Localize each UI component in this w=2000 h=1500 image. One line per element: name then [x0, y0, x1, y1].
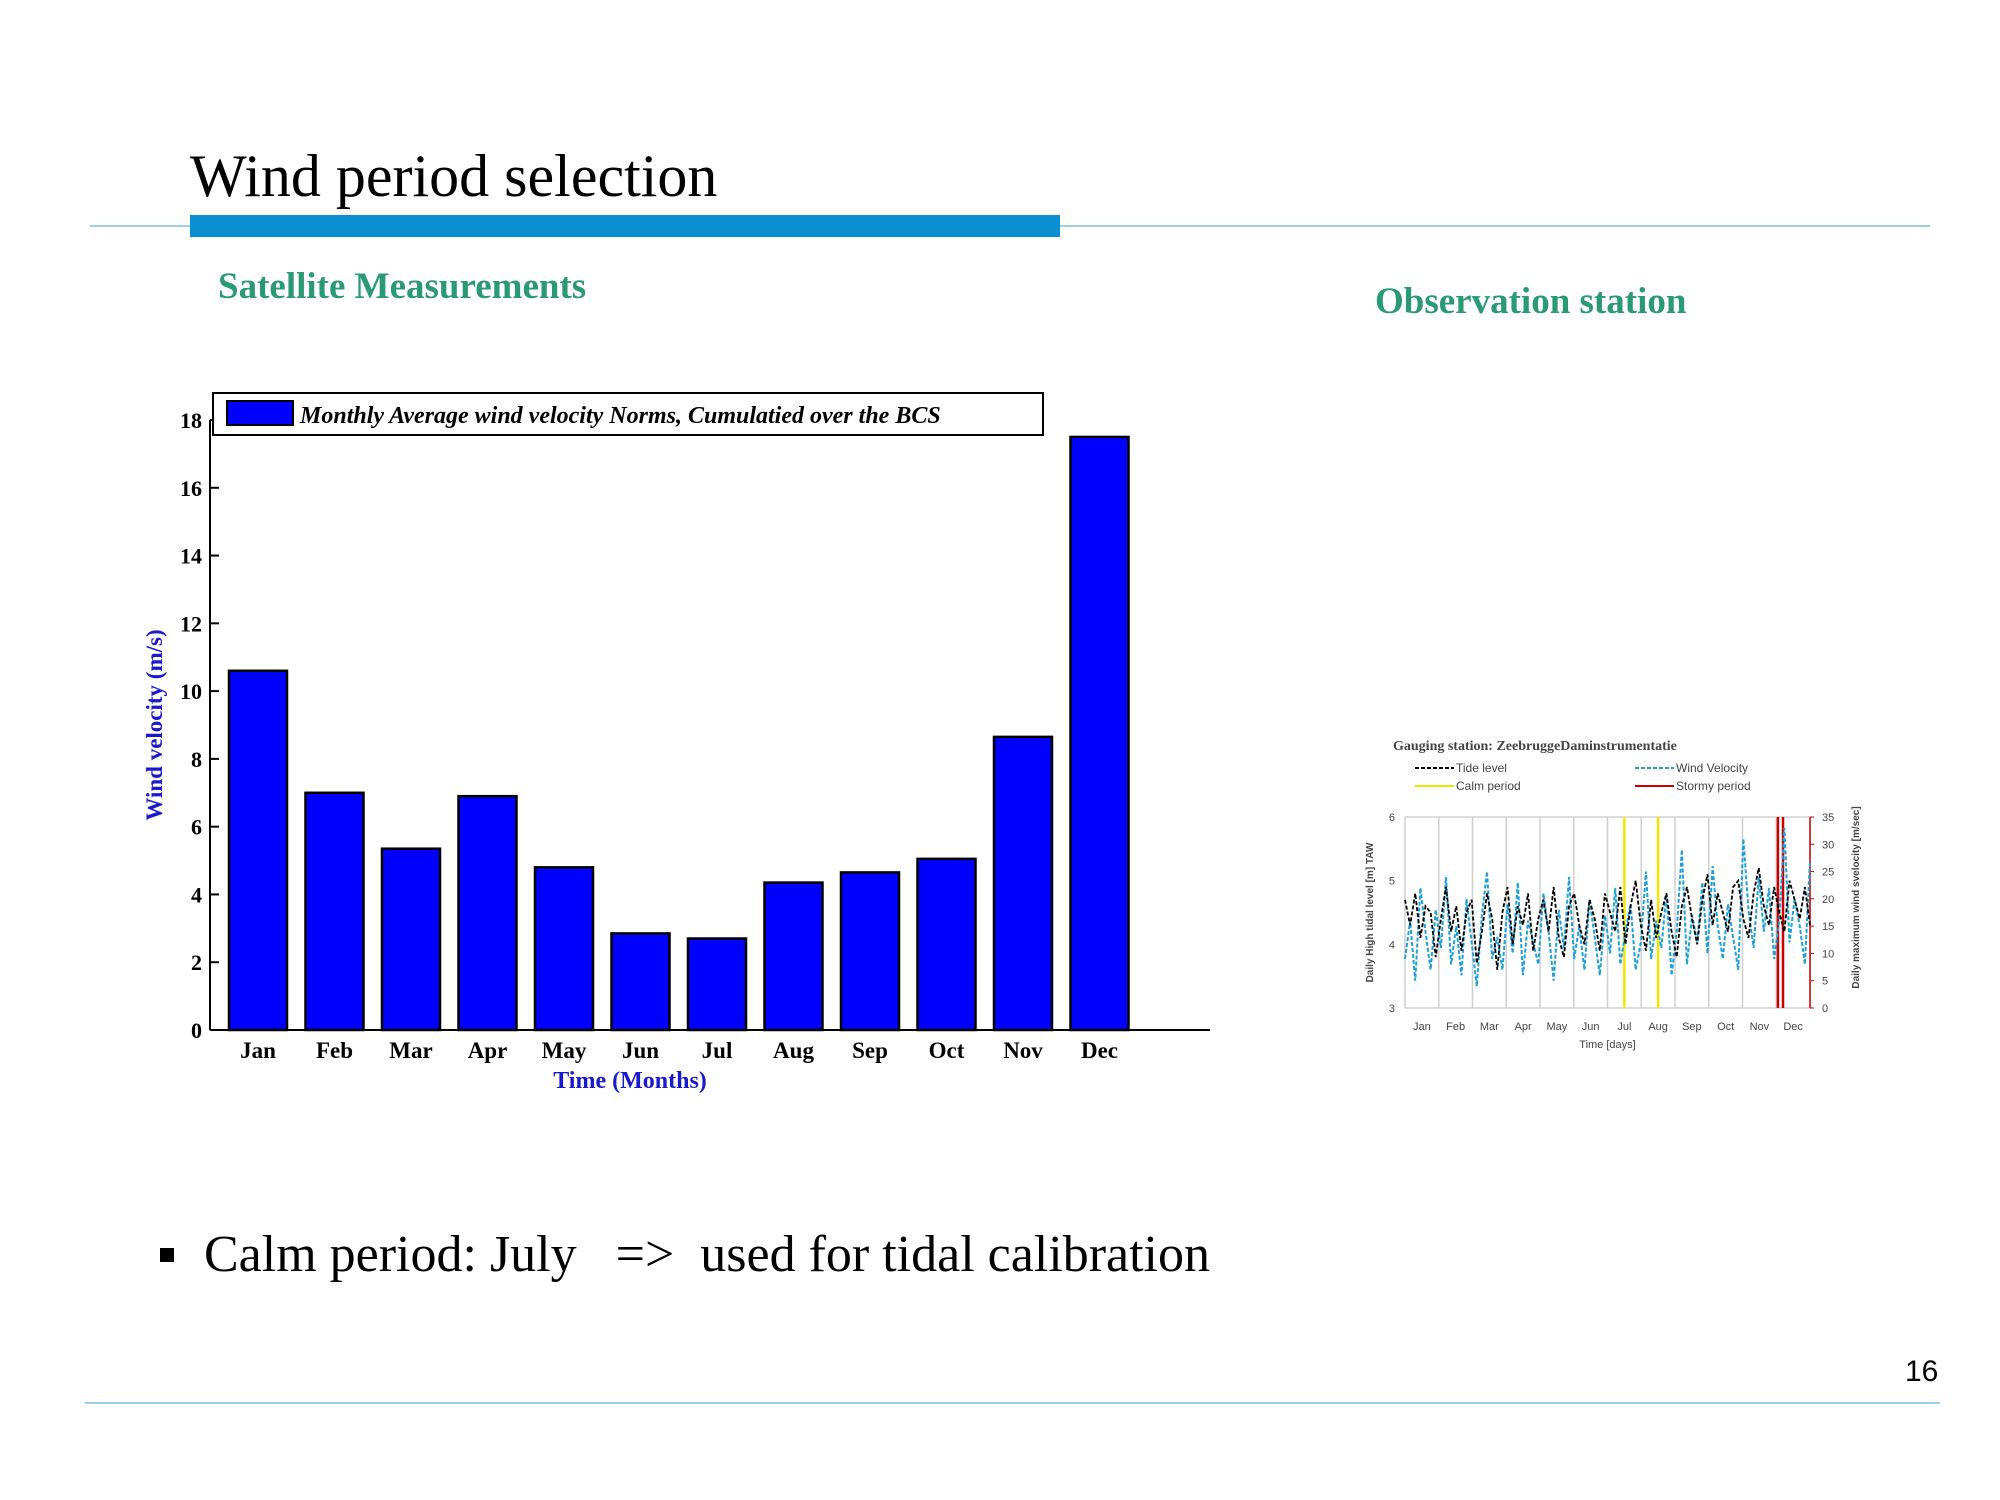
bar-jan: [227, 669, 289, 1032]
x-axis-title: Time [days]: [1579, 1039, 1635, 1051]
bullet-text: Calm period: July => used for tidal cali…: [204, 1226, 1211, 1283]
y-tick-label: 3: [1389, 1003, 1395, 1015]
x-tick-label: Jul: [1617, 1021, 1631, 1033]
bar-mar: [380, 847, 442, 1032]
x-tick-label: Sep: [1682, 1021, 1702, 1033]
y2-tick-label: 10: [1822, 948, 1834, 960]
x-tick-label: Jan: [240, 1038, 276, 1063]
bar-jun: [610, 932, 671, 1032]
x-tick-label: Mar: [389, 1038, 432, 1063]
y2-tick-label: 35: [1822, 812, 1834, 824]
bar-feb: [304, 791, 365, 1032]
x-tick-label: Jun: [622, 1038, 659, 1063]
wind-velocity-series: [1404, 827, 1811, 987]
bar-nov: [992, 735, 1054, 1032]
x-tick-label: Apr: [1515, 1021, 1532, 1033]
bar-sep: [839, 871, 901, 1032]
y2-tick-label: 15: [1822, 921, 1834, 933]
legend: Monthly Average wind velocity Norms, Cum…: [212, 392, 1044, 436]
y2-tick-label: 30: [1822, 839, 1834, 851]
y2-tick-label: 0: [1822, 1003, 1828, 1015]
x-tick-label: Nov: [1750, 1021, 1770, 1033]
x-tick-label: Aug: [1648, 1021, 1668, 1033]
y-tick-label: 0: [191, 1018, 202, 1043]
y-tick-label: 10: [180, 679, 202, 704]
x-tick-label: Jun: [1582, 1021, 1600, 1033]
satellite-label: Satellite Measurements: [218, 266, 587, 307]
x-tick-label: May: [542, 1038, 587, 1063]
y-axis-title: Wind velocity (m/s): [142, 629, 167, 820]
y-tick-label: 6: [191, 815, 202, 840]
x-tick-label: Feb: [316, 1038, 353, 1063]
y-tick-label: 12: [180, 611, 202, 636]
legend-label: Wind Velocity: [1676, 761, 1748, 775]
x-tick-label: Nov: [1003, 1038, 1043, 1063]
header-accent-bar: [190, 215, 1060, 237]
x-tick-label: Aug: [773, 1038, 814, 1063]
legend-label: Calm period: [1456, 779, 1521, 793]
x-tick-label: Dec: [1081, 1038, 1118, 1063]
x-tick-label: Dec: [1783, 1021, 1803, 1033]
slide-title: Wind period selection: [190, 143, 718, 209]
bullet-square-icon: [160, 1247, 174, 1262]
x-tick-label: Mar: [1480, 1021, 1499, 1033]
y2-axis-title: Daily maximum wind svelocity [m/sec]: [1851, 806, 1862, 988]
bullet-item: Calm period: July => used for tidal cali…: [160, 1225, 1210, 1284]
page-number: 16: [1905, 1355, 1939, 1388]
x-tick-label: Feb: [1446, 1021, 1465, 1033]
bar-dec: [1069, 435, 1130, 1032]
bar-jul: [686, 937, 748, 1032]
y2-tick-label: 20: [1822, 894, 1834, 906]
tide-chart-title: Gauging station: ZeebruggeDaminstrumenta…: [1393, 739, 1677, 754]
x-tick-label: Apr: [468, 1038, 508, 1063]
y-tick-label: 18: [180, 408, 202, 433]
x-tick-label: Oct: [929, 1038, 965, 1063]
bar-may: [533, 866, 595, 1032]
y-tick-label: 14: [180, 544, 202, 569]
y-tick-label: 2: [191, 950, 202, 975]
y2-tick-label: 25: [1822, 867, 1834, 879]
wind-bar-chart: 0 2 4 6 8 10 12 14 16 18 Jan Feb Mar Apr May Jun Jul Aug S…: [142, 392, 1210, 1094]
y-tick-label: 5: [1389, 876, 1395, 888]
legend-label: Tide level: [1456, 761, 1507, 775]
y-tick-label: 16: [180, 476, 202, 501]
y2-tick-label: 5: [1822, 976, 1828, 988]
x-axis-title: Time (Months): [553, 1068, 707, 1094]
legend-label: Stormy period: [1676, 779, 1751, 793]
y-tick-label: 8: [191, 747, 202, 772]
y-tick-label: 6: [1389, 812, 1395, 824]
x-tick-label: May: [1546, 1021, 1567, 1033]
x-tick-label: Jul: [702, 1038, 733, 1063]
bar-aug: [763, 881, 824, 1032]
y-tick-label: 4: [1389, 939, 1395, 951]
y-tick-label: 4: [191, 882, 202, 907]
footer-rule: [85, 1402, 1940, 1404]
x-tick-label: Sep: [852, 1038, 888, 1063]
legend-box: [212, 392, 1044, 436]
y-axis-title: Daily High tidal level [m] TAW: [1365, 842, 1376, 982]
legend-label: Monthly Average wind velocity Norms, Cum…: [299, 403, 941, 429]
bar-oct: [916, 857, 977, 1032]
bar-apr: [457, 794, 518, 1032]
tide-wind-line-chart: Gauging station: ZeebruggeDaminstrumenta…: [1365, 739, 1862, 1051]
observation-label: Observation station: [1375, 281, 1687, 322]
x-tick-label: Oct: [1717, 1021, 1734, 1033]
legend-swatch: [226, 400, 294, 426]
x-tick-label: Jan: [1413, 1021, 1431, 1033]
